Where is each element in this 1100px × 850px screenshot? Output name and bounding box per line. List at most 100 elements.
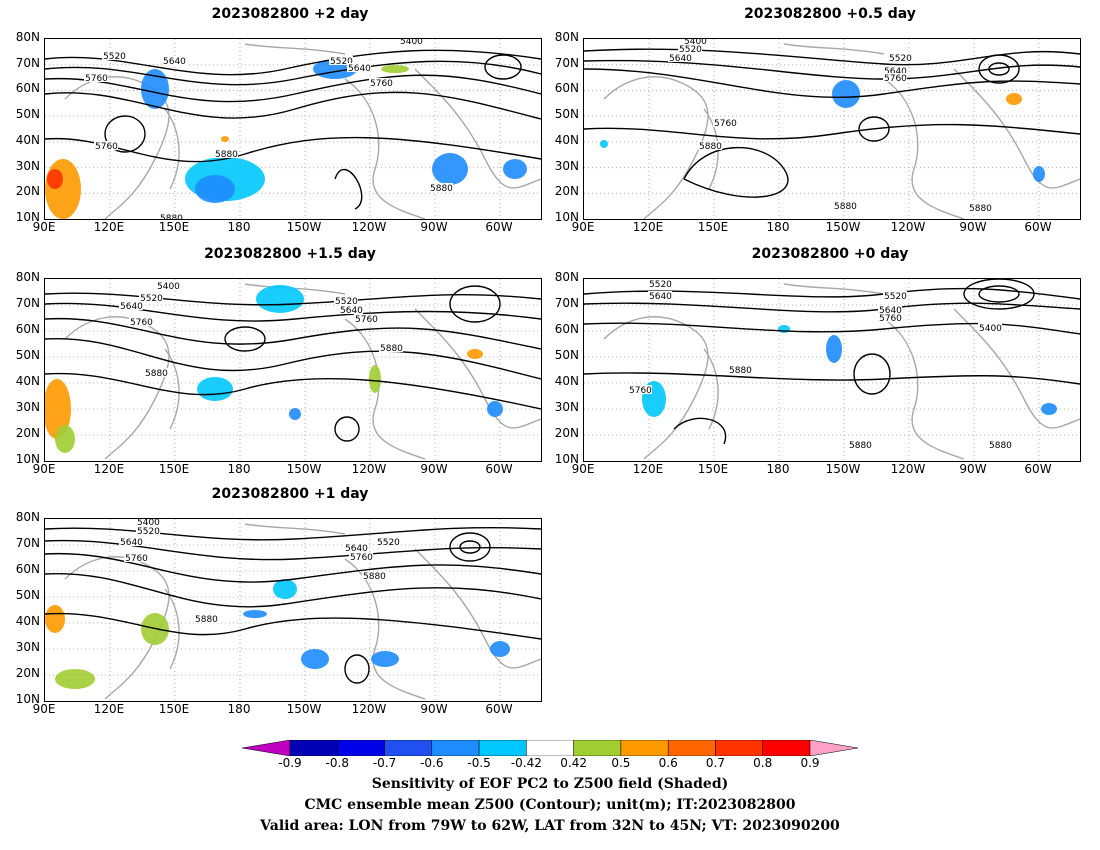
colorbar-swatch	[762, 739, 811, 757]
lon-label: 120E	[93, 702, 125, 716]
sensitivity-shading	[141, 69, 169, 109]
contour-label: 5880	[145, 369, 168, 379]
contour-label: 5640	[669, 54, 692, 64]
lat-label: 10N	[554, 452, 579, 466]
colorbar-swatch	[526, 739, 574, 757]
sensitivity-shading	[371, 651, 399, 667]
panel-title: 2023082800 +1 day	[211, 486, 369, 502]
sensitivity-shading	[289, 408, 301, 420]
lat-label: 20N	[15, 426, 40, 440]
contour-label: 5880	[363, 572, 386, 582]
panel-title: 2023082800 +2 day	[211, 6, 369, 22]
sensitivity-shading	[1041, 403, 1057, 415]
coastline	[414, 308, 541, 429]
contour-label-bg	[848, 440, 872, 449]
colorbar-tick-label: 0.8	[753, 756, 773, 770]
contour-label: 5880	[195, 615, 218, 625]
colorbar-swatch	[620, 739, 669, 757]
contour-label-bg	[102, 51, 126, 60]
contour-label-bg	[429, 183, 453, 192]
contour-label: 5760	[370, 79, 393, 89]
lon-label: 150W	[286, 220, 322, 234]
sensitivity-shading	[45, 159, 81, 219]
contour-label-bg	[648, 291, 672, 300]
lon-label: 180	[766, 220, 790, 234]
sensitivity-shading	[55, 425, 75, 453]
lat-label: 30N	[15, 158, 40, 173]
lon-label: 90E	[571, 220, 595, 234]
z500-contour	[584, 372, 1080, 385]
lon-label: 90W	[959, 462, 987, 476]
sensitivity-shading	[467, 349, 483, 359]
lon-label: 150W	[286, 702, 322, 716]
sensitivity-shading	[243, 610, 267, 618]
contour-label: 5880	[215, 150, 238, 160]
map-area: 5400 5520 5640 5760 5520 5640 5760 5760 5880 5880…	[44, 38, 542, 220]
lon-label: 150E	[158, 462, 190, 476]
z500-contour	[344, 654, 370, 684]
z500-contour	[334, 416, 360, 442]
sensitivity-shading	[47, 169, 63, 189]
lon-label: 150E	[697, 462, 729, 476]
sensitivity-shading	[1006, 93, 1022, 105]
z500-contour	[584, 123, 1080, 140]
lat-label: 40N	[15, 614, 40, 628]
lat-label: 80N	[15, 270, 40, 284]
lat-label: 70N	[15, 296, 40, 310]
lon-label: 90W	[420, 220, 448, 234]
panel-title: 2023082800 +1.5 day	[204, 246, 376, 262]
lat-label: 50N	[554, 107, 579, 122]
coastline	[883, 318, 965, 460]
contour-label: 5760	[85, 74, 108, 84]
contour-label: 5520	[140, 294, 163, 304]
lon-label: 120W	[351, 702, 387, 716]
z500-contour	[45, 612, 541, 640]
colorbar-tick-label: -0.7	[372, 756, 397, 770]
lon-label: 90E	[32, 220, 56, 234]
z500-contour	[449, 532, 491, 562]
lat-label: 80N	[554, 30, 579, 44]
contour-label-bg	[978, 323, 1002, 332]
colorbar-swatch	[431, 739, 480, 757]
coastline	[603, 316, 709, 460]
z500-contour	[584, 302, 1080, 313]
z500-contour	[45, 60, 541, 86]
lon-label: 120E	[632, 462, 664, 476]
sensitivity-shading	[1033, 166, 1045, 182]
sensitivity-shading	[381, 65, 409, 73]
z500-contour	[459, 540, 481, 554]
contour-label-bg	[648, 279, 672, 288]
colorbar	[241, 739, 859, 757]
coastline	[703, 348, 719, 430]
contour-label: 5880	[969, 204, 992, 214]
contour-label: 5640	[120, 538, 143, 548]
z500-contour	[484, 54, 522, 80]
contour-label-bg	[878, 305, 902, 314]
contour-label: 5880	[834, 202, 857, 212]
z500-contour	[978, 54, 1020, 84]
sensitivity-shading	[221, 136, 229, 142]
coastline	[244, 43, 346, 55]
z500-contour	[45, 91, 541, 120]
colorbar-tick-label: -0.9	[278, 756, 302, 770]
map-area: 5400 5520 5640 5760 5520 5640 5760 5880 5880	[44, 278, 542, 462]
contour-label-bg	[347, 63, 371, 72]
panel-title: 2023082800 +0.5 day	[744, 6, 916, 22]
sensitivity-shading	[273, 579, 297, 599]
lat-label: 70N	[554, 55, 579, 70]
z500-contour	[45, 49, 541, 76]
lat-label: 50N	[15, 348, 40, 362]
sensitivity-shading	[832, 80, 860, 108]
lat-label: 60N	[554, 81, 579, 96]
contour-label-bg	[156, 281, 180, 290]
z500-contour	[584, 59, 1080, 80]
coastline	[344, 318, 426, 460]
colorbar-tick-label: 0.6	[658, 756, 678, 770]
colorbar-swatch	[337, 739, 385, 757]
lat-label: 80N	[554, 270, 579, 284]
contour-label: 5520	[377, 538, 400, 548]
lon-label: 90E	[32, 702, 56, 716]
contour-label-bg	[678, 44, 702, 53]
map-area: 5520 5640 5520 5640 5760 5400 5880 5760 5880 5880	[583, 278, 1081, 462]
